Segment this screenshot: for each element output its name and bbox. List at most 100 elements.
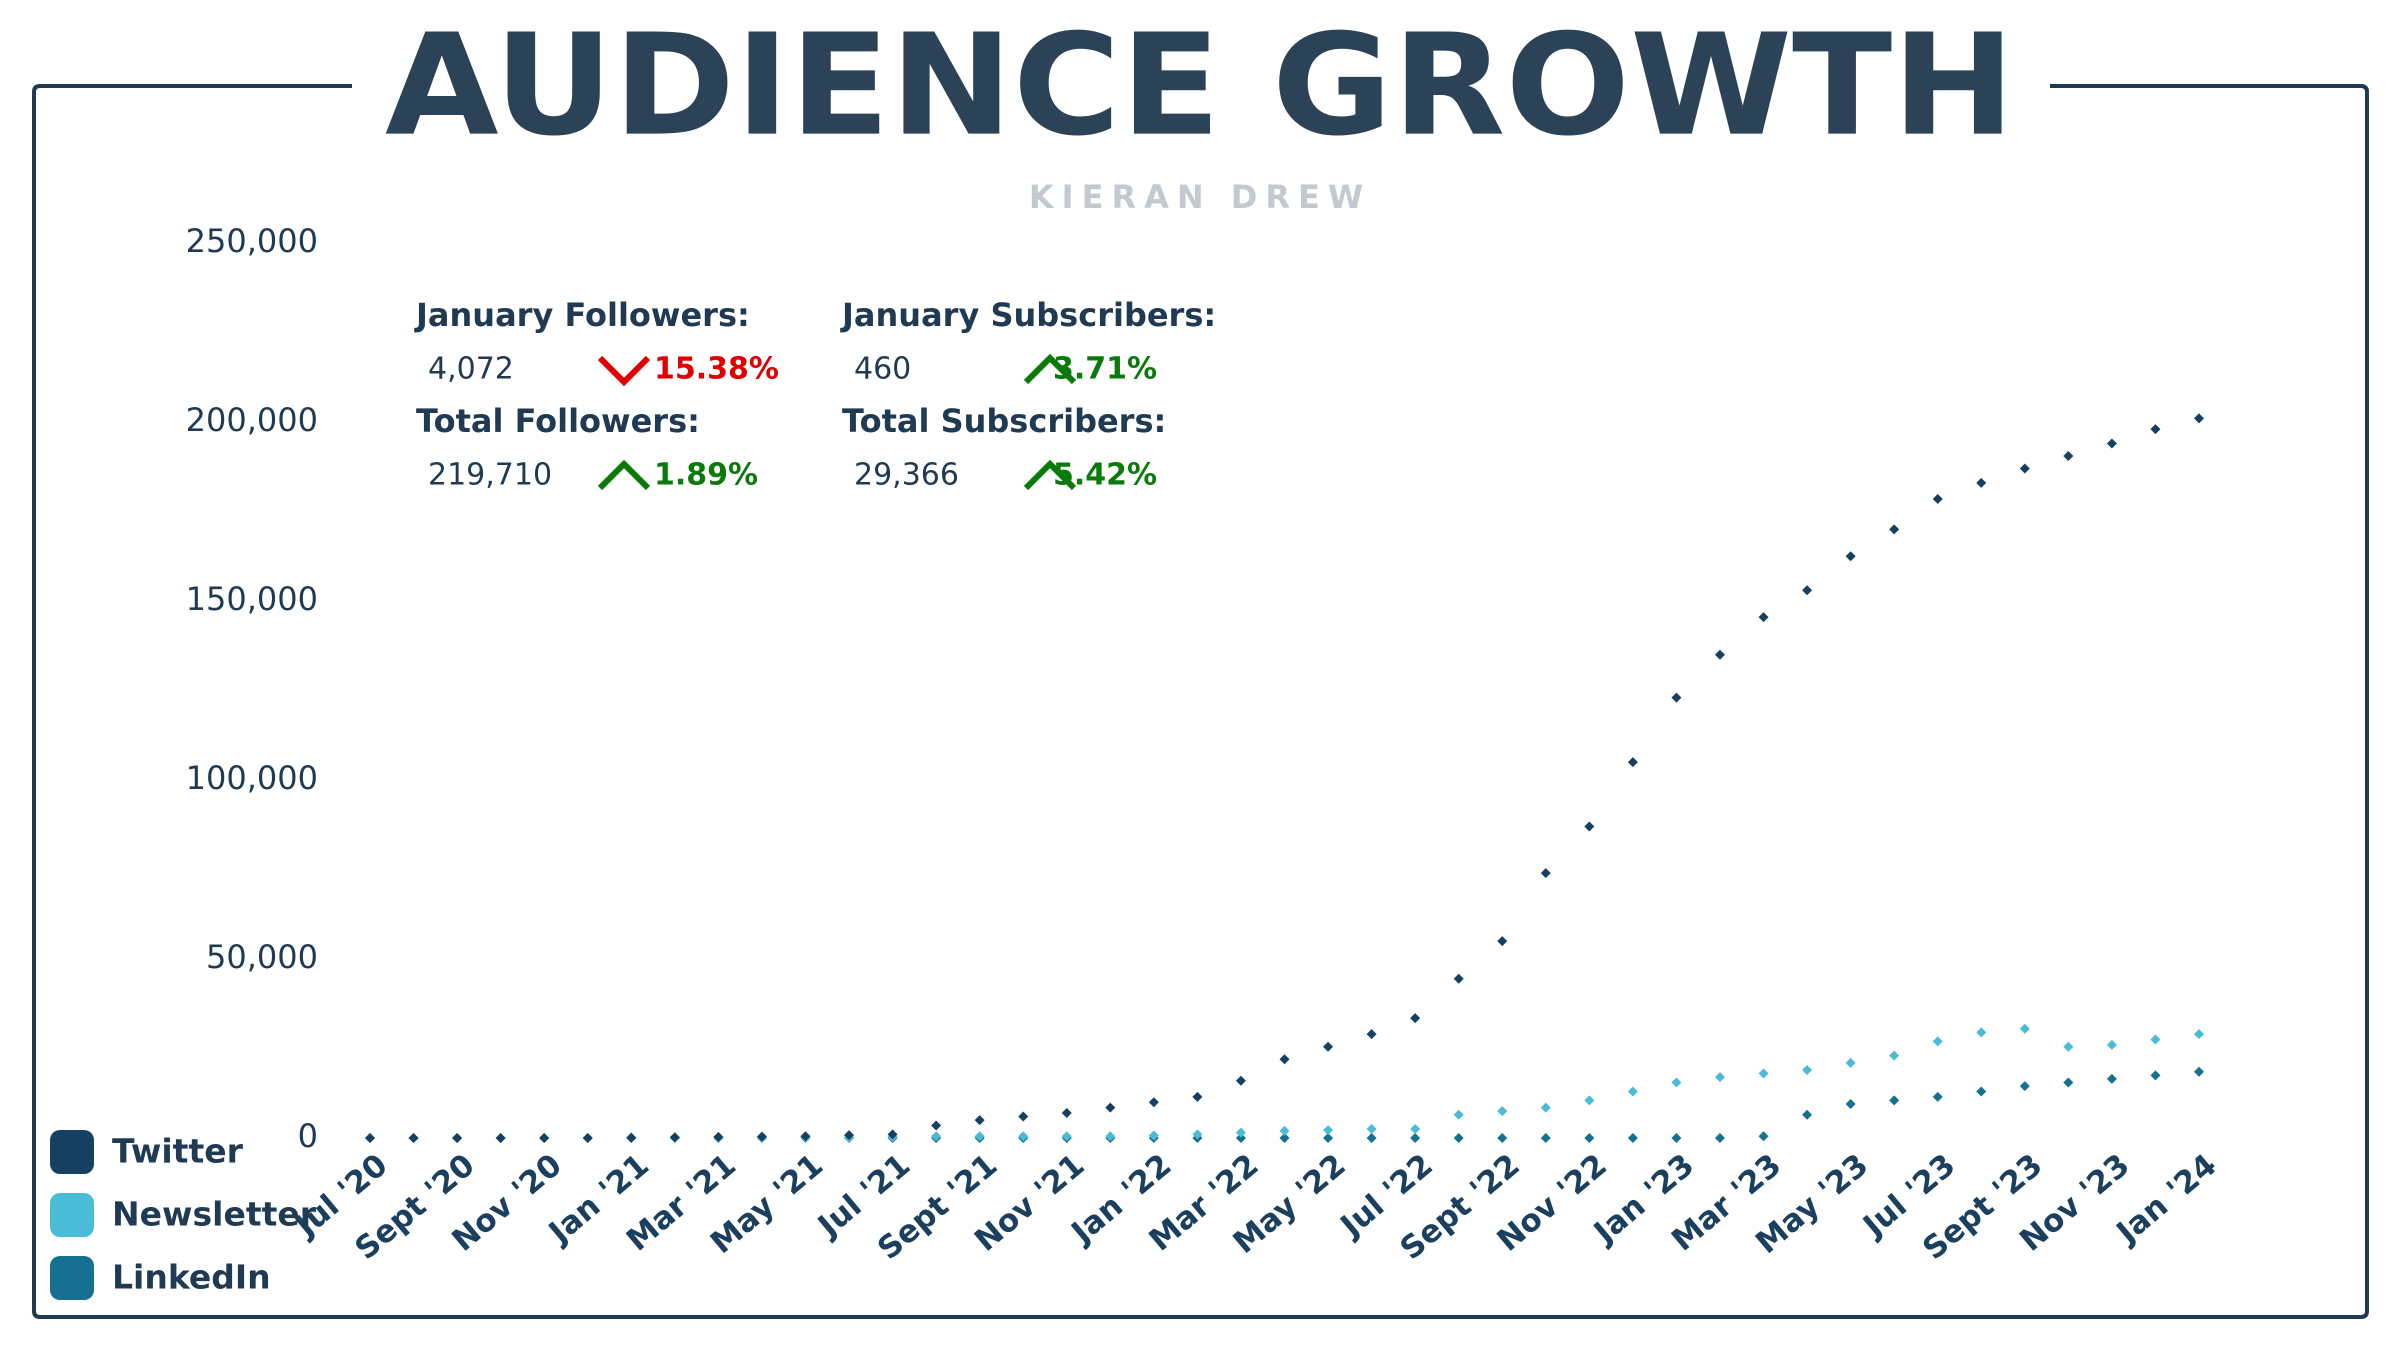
y-tick-label: 0 (298, 1117, 318, 1155)
point-marker (1235, 1133, 1246, 1143)
point-marker (1758, 1131, 1769, 1142)
point-marker (2150, 1034, 2161, 1045)
point-marker (1627, 1086, 1638, 1097)
stat-label: Total Subscribers: (842, 402, 1166, 440)
point-marker (2194, 413, 2204, 424)
legend-swatch (50, 1130, 94, 1174)
chart-title: AUDIENCE GROWTH (385, 5, 2015, 168)
point-marker (1279, 1054, 1290, 1065)
point-marker (1148, 1097, 1159, 1108)
point-marker (2063, 1041, 2074, 1052)
point-marker (2019, 463, 2030, 474)
point-marker (1584, 821, 1595, 832)
point-marker (1497, 1133, 1508, 1143)
trend-arrow (1023, 459, 1077, 491)
stat-change: 3.71% (1053, 352, 1157, 387)
point-marker (495, 1133, 506, 1143)
point-marker (1976, 1027, 1987, 1038)
point-marker (1540, 1102, 1551, 1113)
y-tick-label: 50,000 (206, 938, 318, 976)
point-marker (669, 1132, 680, 1143)
legend-swatch (50, 1193, 94, 1237)
point-marker (1235, 1127, 1246, 1138)
point-marker (1671, 692, 1682, 703)
point-marker (1932, 1036, 1943, 1047)
stat-label: January Followers: (414, 296, 750, 334)
legend-swatch (50, 1256, 94, 1300)
point-marker (2106, 438, 2117, 449)
stat-value: 4,072 (428, 352, 514, 387)
point-marker (1845, 551, 1856, 562)
point-marker (1802, 1064, 1813, 1075)
point-marker (1235, 1075, 1246, 1086)
point-marker (626, 1132, 637, 1143)
point-marker (1584, 1095, 1595, 1106)
chart-subtitle: KIERAN DREW (1029, 178, 1371, 216)
point-marker (1279, 1125, 1290, 1136)
point-marker (1889, 524, 1900, 535)
point-marker (1845, 1098, 1856, 1109)
point-marker (1366, 1133, 1377, 1143)
point-marker (974, 1115, 985, 1126)
stat-value: 460 (854, 352, 911, 387)
stat-change: 1.89% (654, 458, 758, 493)
stat-change: 15.38% (654, 352, 779, 387)
point-marker (2106, 1073, 2117, 1084)
point-marker (1453, 1133, 1464, 1143)
point-marker (1366, 1029, 1377, 1040)
point-marker (1714, 649, 1725, 660)
y-tick-label: 150,000 (186, 580, 318, 618)
point-marker (1105, 1102, 1116, 1113)
point-marker (1279, 1133, 1290, 1143)
point-marker (1366, 1124, 1377, 1135)
trend-arrow (597, 355, 651, 387)
point-marker (408, 1133, 419, 1143)
frame (32, 84, 2369, 1319)
stat-value: 219,710 (428, 458, 552, 493)
point-marker (2063, 451, 2074, 462)
point-marker (1497, 1106, 1508, 1117)
point-marker (1018, 1131, 1029, 1142)
point-marker (1061, 1131, 1072, 1142)
point-marker (844, 1130, 855, 1141)
point-marker (1671, 1133, 1682, 1143)
point-marker (1845, 1057, 1856, 1068)
point-marker (2019, 1023, 2030, 1034)
point-marker (1410, 1013, 1421, 1024)
point-marker (1802, 1109, 1813, 1120)
point-marker (800, 1131, 811, 1142)
point-marker (1976, 1086, 1987, 1097)
point-marker (1889, 1095, 1900, 1106)
point-marker (2150, 1070, 2161, 1081)
point-marker (1061, 1107, 1072, 1118)
point-marker (2194, 1029, 2204, 1040)
legend-label: Twitter (112, 1132, 244, 1171)
stat-label: Total Followers: (416, 402, 700, 440)
point-marker (1714, 1133, 1725, 1143)
point-marker (1758, 612, 1769, 623)
point-marker (1453, 1109, 1464, 1120)
point-marker (1540, 868, 1551, 879)
stat-label: January Subscribers: (840, 296, 1216, 334)
point-marker (1758, 1068, 1769, 1079)
point-marker (1584, 1133, 1595, 1143)
trend-arrow (597, 459, 651, 491)
point-marker (931, 1131, 942, 1142)
point-marker (365, 1133, 375, 1143)
point-marker (1627, 757, 1638, 768)
point-marker (1410, 1124, 1421, 1135)
y-tick-label: 250,000 (186, 222, 318, 260)
point-marker (931, 1120, 942, 1131)
point-marker (1714, 1072, 1725, 1083)
point-marker (1932, 1091, 1943, 1102)
point-marker (539, 1133, 550, 1143)
point-marker (1540, 1133, 1551, 1143)
point-marker (887, 1129, 898, 1140)
point-marker (1192, 1129, 1203, 1140)
stat-value: 29,366 (854, 458, 959, 493)
point-marker (2194, 1066, 2204, 1077)
point-marker (1105, 1131, 1116, 1142)
point-marker (452, 1133, 463, 1143)
y-tick-label: 100,000 (186, 759, 318, 797)
